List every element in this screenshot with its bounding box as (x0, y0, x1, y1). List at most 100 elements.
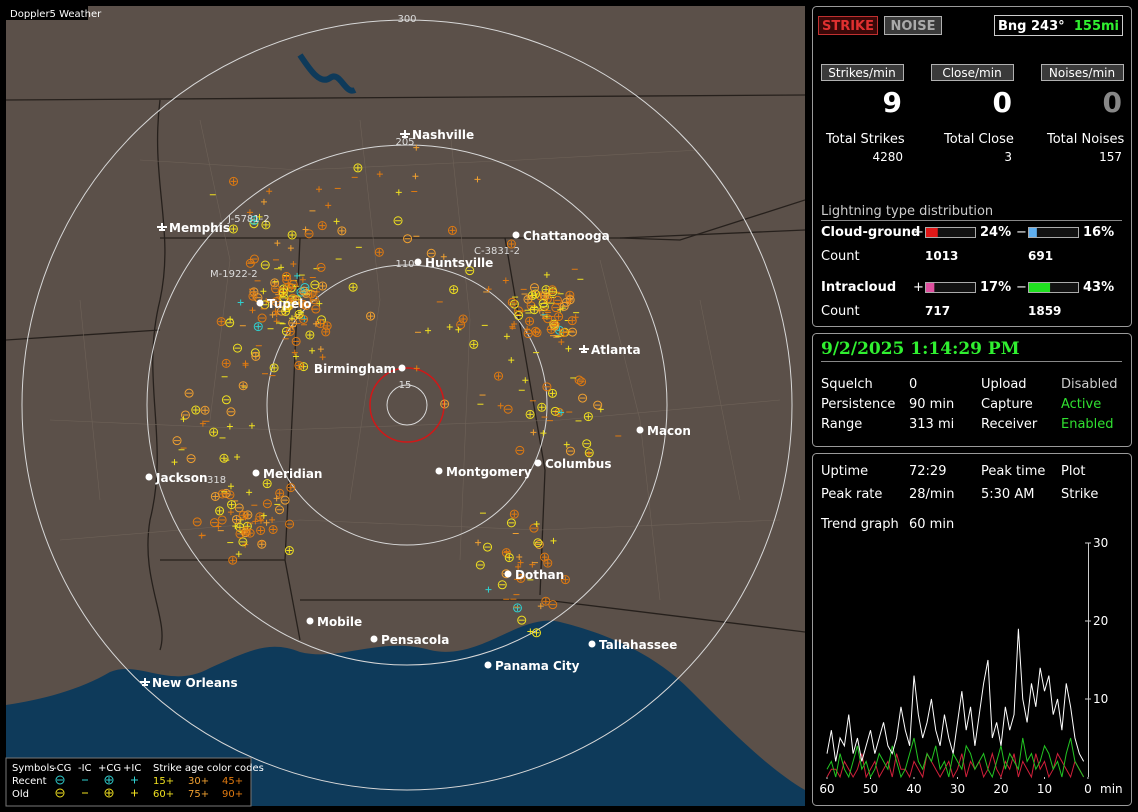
noise-button[interactable] (884, 16, 942, 35)
legend-age: 90+ (222, 789, 243, 800)
strike-symbol (497, 580, 507, 590)
strike-symbol (209, 518, 219, 528)
sign: − (1016, 225, 1027, 240)
strike-symbol (266, 188, 273, 195)
status-panel: 9/2/2025 1:14:29 PM Squelch 0 Upload Disabl… (812, 333, 1132, 447)
rate-button[interactable] (1041, 64, 1124, 81)
strike-symbol (192, 517, 202, 527)
x-tick-label: 50 (863, 782, 878, 796)
strike-symbol (413, 144, 420, 151)
strike-symbol (540, 430, 547, 437)
button-label[interactable]: STRIKE (822, 19, 874, 34)
total-value: 3 (1004, 150, 1012, 164)
strike-symbol (280, 495, 290, 505)
strike-symbol (517, 615, 527, 625)
trend-line (826, 751, 1085, 779)
strike-symbol (215, 523, 222, 530)
strike-symbol (290, 261, 297, 268)
strike-symbol (517, 575, 524, 582)
strike-symbol (251, 217, 258, 224)
strike-symbol (221, 395, 231, 405)
strike-symbol (288, 279, 298, 289)
airport-icon (400, 130, 410, 138)
strike-symbol (565, 446, 575, 456)
strike-symbol (191, 405, 201, 415)
strike-symbol (494, 371, 504, 381)
storm-label: C-3831-2 (474, 246, 520, 257)
strike-symbol (198, 532, 205, 539)
strike-symbol (393, 216, 403, 226)
strike-symbol (285, 519, 295, 529)
strike-symbol (289, 315, 296, 322)
strike-symbols (171, 144, 622, 638)
map: 300 205 110 15 Nashville Memphis Chattanooga Hu… (6, 6, 805, 806)
strike-symbol (260, 512, 267, 519)
rate-label[interactable]: Noises/min (1049, 66, 1115, 80)
strike-symbol (305, 330, 315, 340)
strike-symbol (509, 299, 519, 309)
strike-symbol (316, 262, 326, 272)
strike-symbol (229, 557, 236, 564)
city-label: Montgomery (446, 465, 532, 479)
strike-symbol (562, 576, 569, 583)
strike-symbol (317, 221, 327, 231)
strike-symbol (554, 312, 564, 322)
strike-symbol (261, 220, 271, 230)
ring-label: 300 (397, 14, 416, 25)
strike-symbol (495, 373, 502, 380)
rate-button[interactable] (821, 64, 904, 81)
type-name: Cloud-ground (821, 225, 920, 240)
strike-symbol (257, 527, 264, 534)
strike-symbol (508, 241, 515, 248)
strike-symbol (524, 296, 531, 303)
bar-frame (925, 282, 976, 293)
strike-symbol (184, 388, 194, 398)
strike-symbol (475, 560, 485, 570)
strike-symbol (541, 292, 548, 299)
legend-age: 15+ (153, 776, 174, 787)
strike-button[interactable] (818, 16, 878, 35)
strike-symbol (262, 479, 272, 489)
map-legend: Symbols -CG -IC +CG +IC Strike age color… (5, 757, 264, 807)
strike-symbol (280, 289, 287, 296)
stats-cell: Uptime (821, 464, 868, 479)
strike-symbol (530, 429, 537, 436)
strike-symbol (245, 258, 255, 268)
stats-cell: 28/min (909, 487, 954, 502)
strike-symbol (238, 381, 248, 391)
strike-symbol (506, 518, 516, 528)
city-label: Columbus (545, 457, 612, 471)
strike-symbol (449, 227, 456, 234)
status-cell: 313 mi (909, 417, 954, 432)
strike-symbol (485, 586, 492, 593)
strike-symbol (450, 286, 457, 293)
city-dot (588, 640, 596, 648)
strike-symbol (277, 287, 287, 297)
percent: 24% (980, 225, 1011, 240)
strike-symbol (578, 393, 588, 403)
button-label[interactable]: NOISE (890, 19, 935, 34)
strike-symbol (210, 491, 220, 501)
city-label: Macon (647, 424, 691, 438)
strike-symbol (282, 303, 292, 313)
strike-symbol (447, 225, 457, 235)
rate-button[interactable] (931, 64, 1014, 81)
strike-symbol (192, 407, 199, 414)
strike-symbol (225, 318, 235, 328)
strike-symbol (244, 523, 251, 530)
strike-symbol (285, 283, 292, 290)
cities: 300 205 110 15 Nashville Memphis Chattanooga Hu… (140, 14, 691, 690)
strike-symbol (503, 404, 513, 414)
legend-label: Symbols (12, 763, 54, 774)
rate-label[interactable]: Close/min (942, 66, 1001, 80)
strike-symbol (220, 455, 227, 462)
strike-symbol (310, 280, 320, 290)
strike-symbol (279, 293, 289, 303)
rate-label[interactable]: Strikes/min (828, 66, 895, 80)
city-dot (256, 299, 264, 307)
strike-symbol (180, 416, 187, 423)
strike-symbol (531, 628, 541, 638)
strike-symbol (508, 357, 515, 364)
strike-symbol (317, 346, 324, 353)
strike-symbol (533, 538, 543, 548)
